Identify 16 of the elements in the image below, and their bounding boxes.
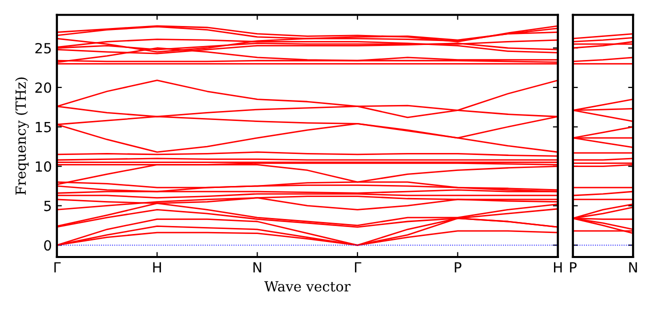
x-tick-label: H bbox=[554, 262, 562, 272]
y-tick-label: 5 bbox=[44, 200, 51, 212]
x-tick-label: H bbox=[153, 262, 161, 272]
y-tick-label: 20 bbox=[35, 82, 52, 93]
x-tick-label: N bbox=[253, 262, 262, 272]
x-tick-label: Γ bbox=[354, 262, 362, 272]
y-tick-label: 25 bbox=[35, 42, 51, 54]
x-tick-label: P bbox=[454, 262, 462, 272]
y-tick-label: 15 bbox=[36, 122, 51, 132]
x-axis-title: Wave vector bbox=[264, 281, 350, 292]
x-tick-label: Γ bbox=[54, 262, 61, 272]
y-tick-label: 0 bbox=[44, 240, 52, 251]
x-tick-label: P bbox=[570, 262, 577, 272]
y-tick-label: 10 bbox=[36, 161, 52, 172]
y-axis-title: Frequency (THz) bbox=[15, 78, 29, 195]
x-tick-label: N bbox=[629, 262, 637, 272]
